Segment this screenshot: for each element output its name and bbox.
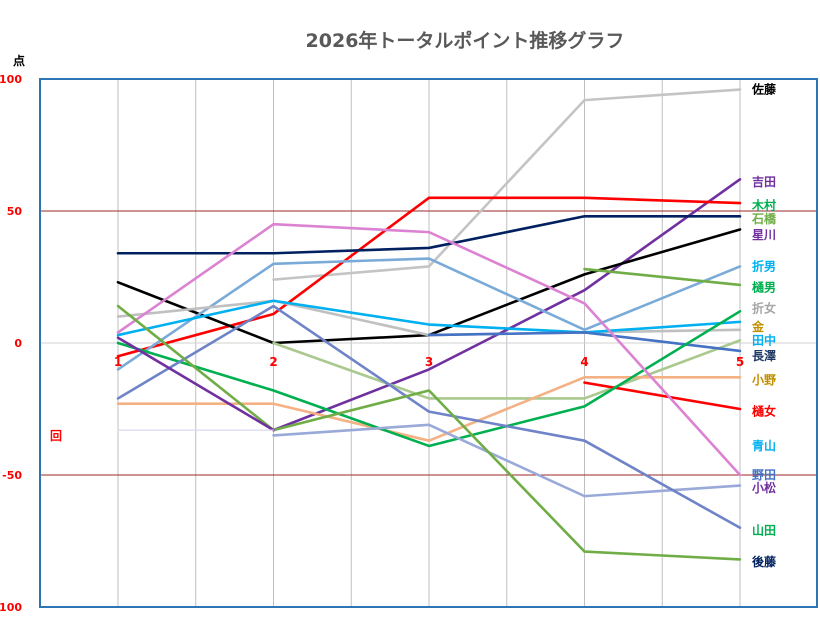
series-line-unlabeled-18 bbox=[116, 336, 275, 432]
series-end-label: 青山 bbox=[752, 438, 776, 453]
series-end-label: 石橋 bbox=[751, 211, 777, 226]
x-tick-label: 5 bbox=[736, 355, 744, 369]
series-line-金 bbox=[272, 339, 742, 400]
series-end-label: 金 bbox=[751, 319, 765, 334]
y-tick-label: -50 bbox=[2, 469, 22, 482]
x-tick-label: 1 bbox=[114, 355, 122, 369]
series-line-青山 bbox=[116, 310, 742, 448]
series-lines bbox=[116, 88, 742, 561]
series-line-後藤 bbox=[116, 304, 742, 561]
series-end-label: 長澤 bbox=[752, 348, 776, 363]
chart-title: 2026年トータルポイント推移グラフ bbox=[306, 29, 625, 52]
series-end-label: 野田 bbox=[752, 468, 776, 482]
series-line-山田 bbox=[116, 304, 742, 530]
series-end-label: 小松 bbox=[752, 480, 776, 495]
series-line-折男 bbox=[116, 257, 742, 371]
reference-lines bbox=[40, 210, 817, 476]
x-tick-labels: 1 2 3 4 5 bbox=[114, 355, 744, 369]
series-line-佐藤 bbox=[272, 88, 742, 281]
series-end-label: 山田 bbox=[752, 522, 776, 537]
series-line-吉田 bbox=[272, 178, 742, 432]
series-end-label: 吉田 bbox=[752, 174, 776, 189]
y-tick-label: -100 bbox=[0, 601, 22, 614]
x-axis-label: 回 bbox=[50, 429, 62, 443]
series-end-label: 樋男 bbox=[752, 280, 776, 295]
y-tick-label: 0 bbox=[14, 337, 22, 350]
series-line-樋女 bbox=[583, 381, 742, 411]
series-end-label: 星川 bbox=[752, 228, 776, 242]
series-line-小野 bbox=[116, 376, 742, 442]
y-tick-labels: 100 50 0 -50 -100 bbox=[0, 73, 22, 614]
series-end-label: 田中 bbox=[752, 332, 776, 347]
series-end-label: 折男 bbox=[752, 258, 776, 273]
x-tick-label: 2 bbox=[269, 355, 277, 369]
y-axis-label: 点 bbox=[13, 53, 25, 68]
plot-area-border bbox=[39, 78, 818, 608]
series-line-樋男 bbox=[583, 267, 742, 287]
series-line-野田 bbox=[116, 222, 742, 477]
series-end-label: 後藤 bbox=[752, 554, 777, 569]
series-end-label: 木村 bbox=[751, 198, 776, 213]
series-line-木村 bbox=[116, 196, 742, 358]
series-line-小松 bbox=[272, 423, 742, 498]
series-end-label: 折女 bbox=[752, 301, 776, 316]
series-line-田中 bbox=[116, 299, 742, 337]
series-end-label: 小野 bbox=[752, 372, 776, 387]
x-tick-label: 3 bbox=[425, 355, 433, 369]
series-line-長澤 bbox=[427, 331, 742, 353]
series-end-label: 佐藤 bbox=[751, 82, 777, 97]
y-tick-label: 100 bbox=[0, 73, 22, 86]
series-line-石橋 bbox=[116, 214, 742, 255]
y-tick-label: 50 bbox=[7, 205, 23, 218]
series-end-label: 樋女 bbox=[752, 404, 776, 419]
x-tick-label: 4 bbox=[580, 355, 588, 369]
